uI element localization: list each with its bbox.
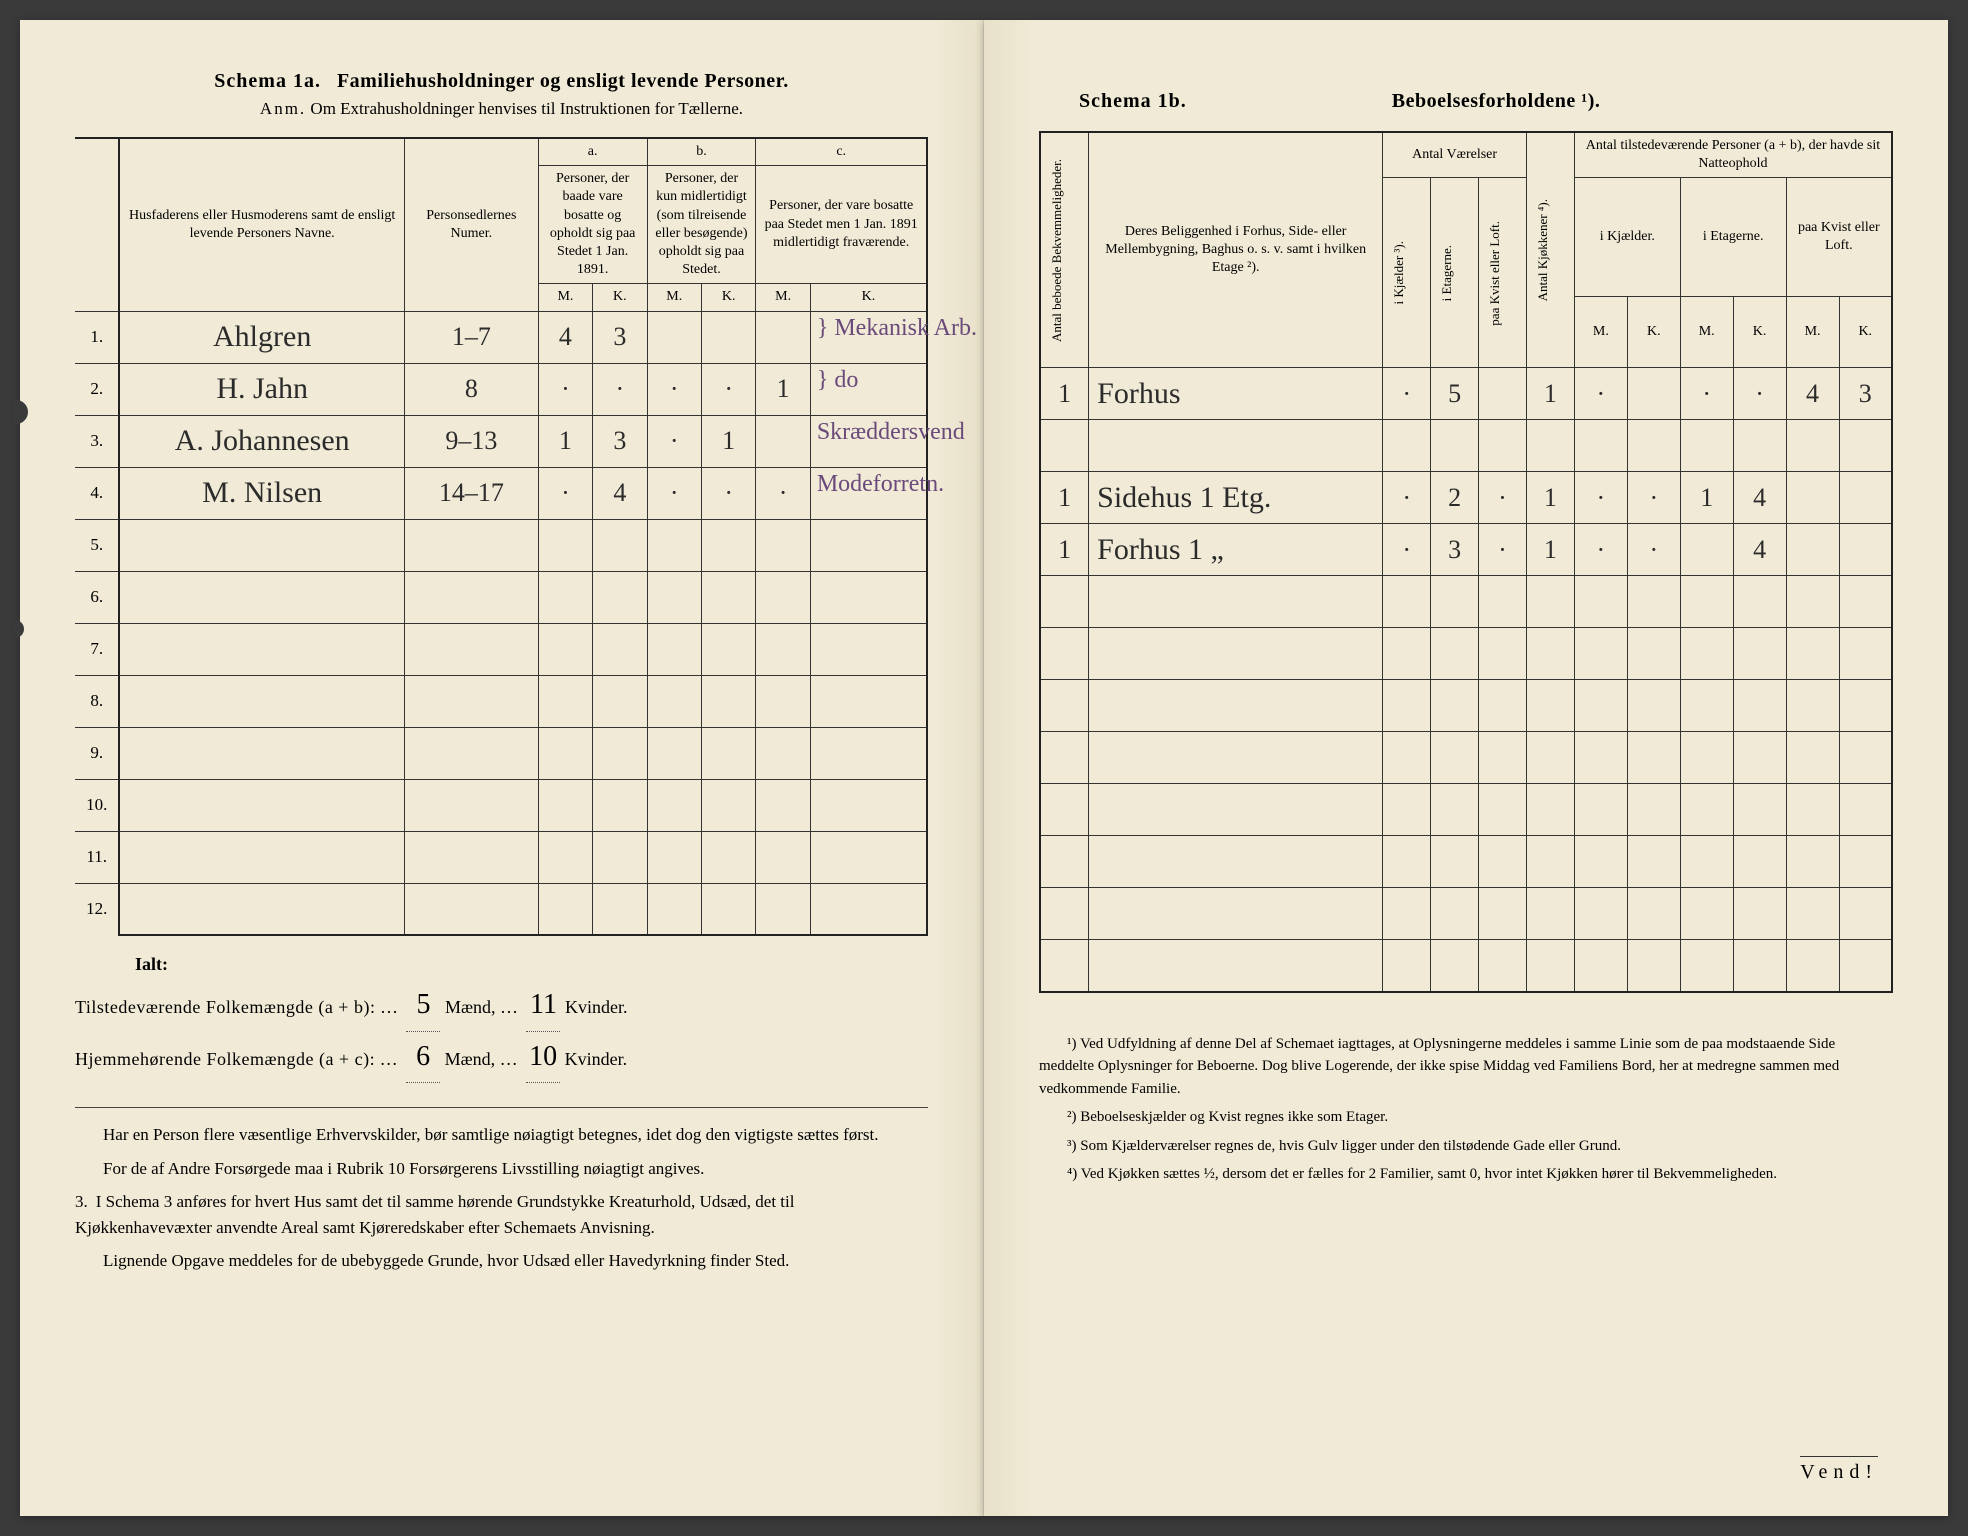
fn1: ¹) Ved Udfyldning af denne Del af Schema… [1039, 1033, 1893, 1101]
table-row: 9. [75, 727, 927, 779]
right-table: Antal beboede Bekvemmeligheder. Deres Be… [1039, 131, 1893, 993]
tot2-k: 10 [526, 1032, 560, 1083]
col-p1: i Kjælder. [1574, 178, 1680, 297]
left-title: Schema 1a. Familiehusholdninger og ensli… [75, 70, 928, 93]
table-row [1040, 576, 1892, 628]
table-row [1040, 888, 1892, 940]
tot1-label: Tilstedeværende Folkemængde (a + b): [75, 997, 375, 1017]
col-b-letter: b. [647, 138, 756, 166]
table-row [1040, 420, 1892, 472]
mk-k: K. [810, 284, 927, 311]
table-row: 8. [75, 675, 927, 727]
anm-text: Om Extrahusholdninger henvises til Instr… [310, 99, 743, 118]
col-v2: i Etagerne. [1437, 239, 1457, 307]
maend: Mænd, [445, 997, 496, 1017]
col-c-letter: c. [756, 138, 927, 166]
footnotes: ¹) Ved Udfyldning af denne Del af Schema… [1039, 1033, 1893, 1186]
right-title: Schema 1b. Beboelsesforholdene ¹). [1079, 90, 1893, 113]
table-row [1040, 836, 1892, 888]
col-personsedler: Personsedlernes Numer. [404, 138, 538, 311]
note-2: For de af Andre Forsørgede maa i Rubrik … [75, 1156, 928, 1182]
table-row: 12. [75, 883, 927, 935]
note-3: 3.I Schema 3 anføres for hvert Hus samt … [75, 1189, 928, 1240]
anm-line: Anm. Om Extrahusholdninger henvises til … [75, 99, 928, 119]
schema-label: Schema 1b. [1079, 90, 1187, 112]
mk-k: K. [593, 284, 647, 311]
table-row [1040, 680, 1892, 732]
kvinder: Kvinder. [565, 1049, 628, 1069]
kvinder: Kvinder. [565, 997, 628, 1017]
fn4: ⁴) Ved Kjøkken sættes ½, dersom det er f… [1039, 1163, 1893, 1186]
tot2-label: Hjemmehørende Folkemængde (a + c): [75, 1049, 375, 1069]
col-p2: i Etagerne. [1680, 178, 1786, 297]
col-belig: Deres Beliggenhed i Forhus, Side- eller … [1089, 132, 1383, 368]
totals-block: Ialt: Tilstedeværende Folkemængde (a + b… [75, 948, 928, 1083]
table-row: 1Forhus·51···43 [1040, 368, 1892, 420]
col-name: Husfaderens eller Husmoderens samt de en… [119, 138, 404, 311]
col-v1: i Kjælder ³). [1389, 235, 1409, 310]
left-page: Schema 1a. Familiehusholdninger og ensli… [20, 20, 984, 1516]
note-1: Har en Person flere væsentlige Erhvervsk… [75, 1122, 928, 1148]
table-row: 2.H. Jahn8····1} do [75, 363, 927, 415]
divider [75, 1107, 928, 1108]
torn-edge [14, 400, 28, 424]
col-b-head: Personer, der kun midlertidigt (som tilr… [647, 166, 756, 284]
table-row [1040, 784, 1892, 836]
col-v3: paa Kvist eller Loft. [1485, 215, 1505, 332]
table-row [1040, 940, 1892, 992]
left-table: Husfaderens eller Husmoderens samt de en… [75, 137, 928, 936]
table-row: 5. [75, 519, 927, 571]
vend-label: Vend! [1800, 1456, 1878, 1484]
col-vaer: Antal Værelser [1383, 132, 1527, 178]
col-p3: paa Kvist eller Loft. [1786, 178, 1892, 297]
table-row [1040, 628, 1892, 680]
maend: Mænd, [445, 1049, 496, 1069]
fn2: ²) Beboelseskjælder og Kvist regnes ikke… [1039, 1106, 1893, 1129]
col-a-letter: a. [538, 138, 647, 166]
mk-m: M. [538, 284, 592, 311]
table-row: 1Sidehus 1 Etg.·2·1··14 [1040, 472, 1892, 524]
mk-m: M. [647, 284, 701, 311]
table-row: 4.M. Nilsen14–17·4··· Modeforretn. [75, 467, 927, 519]
table-row: 10. [75, 779, 927, 831]
right-page: Schema 1b. Beboelsesforholdene ¹). Antal… [984, 20, 1948, 1516]
fn3: ³) Som Kjælderværelser regnes de, hvis G… [1039, 1135, 1893, 1158]
table-row: 7. [75, 623, 927, 675]
schema-title: Beboelsesforholdene ¹). [1392, 90, 1601, 112]
anm-label: Anm. [260, 99, 306, 118]
col-c-head: Personer, der vare bosatte paa Stedet me… [756, 166, 927, 284]
mk-k: K. [701, 284, 755, 311]
col-bekv: Antal beboede Bekvemmeligheder. [1047, 153, 1067, 348]
mk-m: M. [756, 284, 810, 311]
col-a-head: Personer, der baade vare bosatte og opho… [538, 166, 647, 284]
schema-title: Familiehusholdninger og ensligt levende … [337, 70, 789, 92]
note-4: Lignende Opgave meddeles for de ubebygge… [75, 1248, 928, 1274]
table-row: 11. [75, 831, 927, 883]
tot1-k: 11 [526, 980, 560, 1031]
ialt-label: Ialt: [75, 948, 928, 980]
torn-edge [14, 620, 24, 638]
census-book: Schema 1a. Familiehusholdninger og ensli… [20, 20, 1948, 1516]
schema-label: Schema 1a. [214, 70, 321, 92]
table-row: 3.A. Johannesen9–1313·1 Skræddersvend [75, 415, 927, 467]
tot1-m: 5 [406, 980, 440, 1031]
table-row: 1.Ahlgren1–743} Mekanisk Arb. [75, 311, 927, 363]
table-row [1040, 732, 1892, 784]
left-notes: Har en Person flere væsentlige Erhvervsk… [75, 1122, 928, 1274]
tot2-m: 6 [406, 1032, 440, 1083]
col-pers: Antal tilstedeværende Personer (a + b), … [1574, 132, 1892, 178]
table-row: 1Forhus 1 „·3·1··4 [1040, 524, 1892, 576]
col-kjok: Antal Kjøkkener ⁴). [1533, 193, 1553, 307]
table-row: 6. [75, 571, 927, 623]
